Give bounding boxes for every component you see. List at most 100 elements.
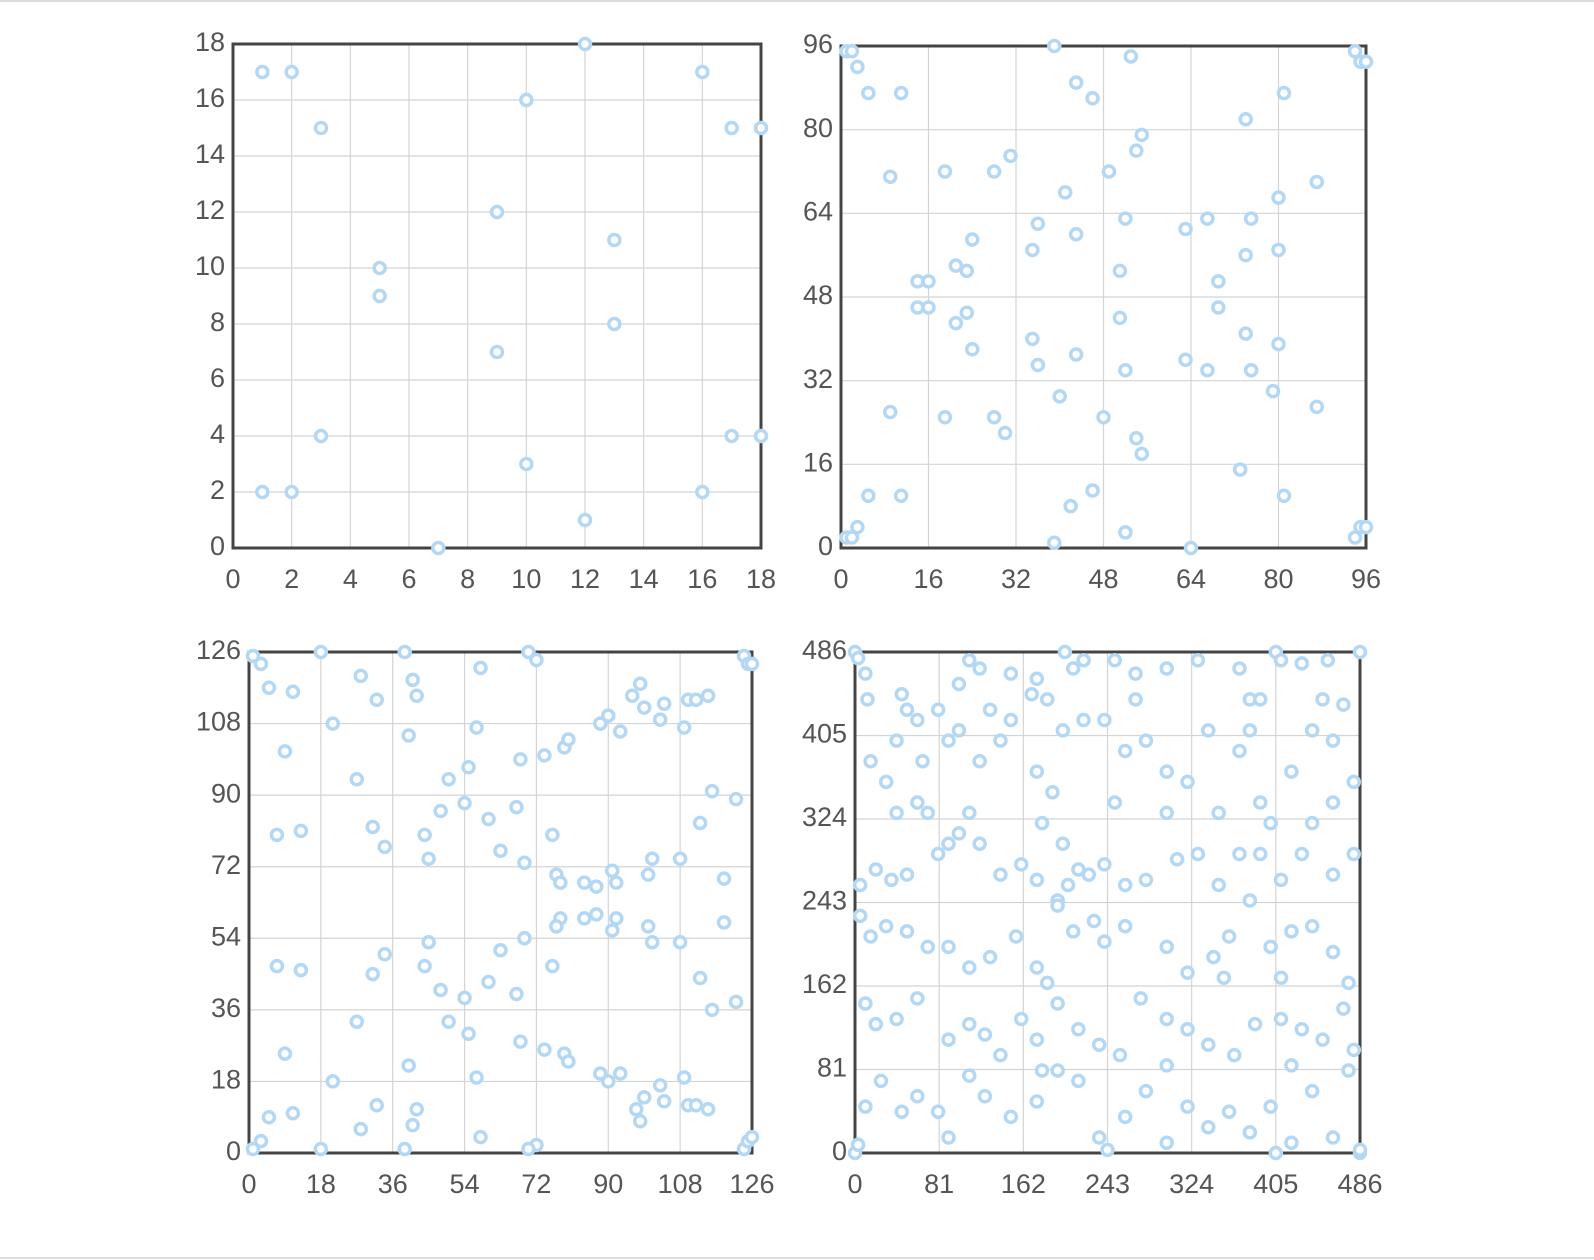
scatter-point (844, 530, 860, 545)
scatter-point (889, 805, 904, 821)
scatter-point (489, 344, 505, 360)
scatter-point (1112, 263, 1128, 279)
scatter-point (589, 907, 604, 922)
plot-frame (247, 650, 754, 1155)
scatter-point (1304, 723, 1320, 738)
scatter-point (1346, 1042, 1362, 1058)
scatter-point (313, 120, 329, 136)
scatter-point (1263, 939, 1278, 955)
scatter-point (882, 404, 898, 420)
scatter-point (1107, 795, 1123, 810)
y-tick-label: 162 (802, 969, 847, 999)
scatter-point (1352, 1142, 1368, 1158)
scatter-point (860, 692, 875, 707)
scatter-point (716, 871, 732, 886)
scatter-point (284, 484, 299, 500)
scatter-point (1271, 336, 1286, 352)
scatter-point (962, 1068, 977, 1083)
scatter-point (277, 744, 293, 759)
scatter-point (1159, 939, 1174, 955)
x-tick-label: 36 (378, 1169, 408, 1199)
scatter-point (1068, 347, 1084, 362)
scatter-point (1008, 929, 1024, 944)
scatter-point (1097, 934, 1112, 949)
scatter-point (521, 644, 536, 660)
scatter-point (920, 805, 935, 821)
scatter-point (893, 85, 909, 101)
x-tick-label: 6 (401, 564, 416, 594)
y-tick-label: 16 (803, 447, 833, 477)
scatter-point (850, 650, 866, 666)
scatter-point (1118, 362, 1133, 378)
scatter-point (1284, 764, 1299, 779)
scatter-point (868, 862, 884, 877)
scatter-point (417, 958, 432, 974)
scatter-point (433, 803, 448, 819)
scatter-point (473, 1129, 488, 1145)
scatter-point (873, 1073, 889, 1089)
scatter-point (1068, 227, 1084, 242)
scatter-point (377, 946, 392, 962)
scatter-point (921, 274, 936, 289)
scatter-point (1238, 247, 1253, 263)
scatter-point (1273, 652, 1289, 668)
scatter-point (613, 724, 628, 739)
y-tick-label: 18 (195, 27, 225, 57)
scatter-point (1190, 652, 1206, 668)
scatter-point (1200, 362, 1215, 378)
scatter-point (405, 1117, 420, 1133)
scatter-point (744, 656, 760, 672)
scatter-point (349, 1014, 365, 1030)
scatter-point (1358, 54, 1374, 69)
scatter-point (1003, 666, 1019, 681)
scatter-point (941, 1130, 956, 1145)
scatter-point (607, 232, 622, 248)
scatter-point (325, 1074, 341, 1089)
scatter-point (1180, 1022, 1195, 1037)
scatter-point (529, 652, 544, 668)
scatter-point (676, 1070, 692, 1085)
scatter-point (269, 958, 285, 974)
scatter-point (517, 931, 532, 946)
scatter-point (948, 315, 964, 331)
scatter-point (753, 428, 769, 444)
scatter-point (409, 688, 424, 703)
scatter-point (313, 428, 329, 444)
scatter-point (1178, 221, 1193, 237)
scatter-point (884, 872, 899, 888)
x-tick-label: 32 (1001, 564, 1031, 594)
scatter-point (852, 908, 868, 924)
scatter-point (910, 712, 925, 728)
scatter-point (672, 935, 688, 950)
scatter-point (986, 410, 1002, 425)
scatter-point (253, 1133, 269, 1149)
scatter-point (269, 827, 285, 843)
scatter-point (545, 958, 560, 974)
scatter-point (521, 1141, 536, 1157)
scatter-point (433, 982, 448, 998)
y-tick-label: 6 (210, 363, 225, 393)
scatter-point (613, 1066, 628, 1081)
scatter-point (1138, 1083, 1154, 1099)
scatter-point (695, 64, 710, 80)
scatter-point (277, 1046, 293, 1061)
scatter-point (1227, 1047, 1242, 1063)
scatter-point (676, 720, 692, 735)
scatter-point (889, 1011, 904, 1027)
scatter-point (1065, 661, 1081, 676)
y-tick-label: 54 (211, 921, 241, 951)
scatter-point (863, 754, 878, 769)
scatter-point (509, 799, 524, 815)
y-tick-label: 90 (211, 778, 241, 808)
x-tick-label: 162 (1001, 1169, 1046, 1199)
scatter-point (1076, 652, 1091, 668)
scatter-point (1263, 1099, 1278, 1114)
scatter-point (601, 1074, 616, 1089)
scatter-point (704, 1002, 720, 1018)
scatter-point (982, 702, 998, 717)
scatter-point (1347, 43, 1363, 59)
scatter-point (1050, 898, 1065, 913)
scatter-point (1003, 1109, 1019, 1125)
scatter-point (609, 911, 624, 926)
